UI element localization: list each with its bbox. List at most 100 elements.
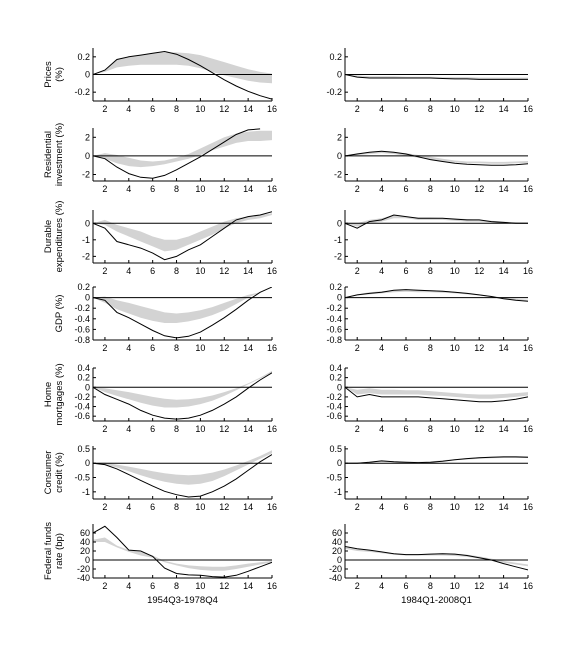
x-tick-label: 14: [499, 581, 509, 591]
x-tick-label: 10: [450, 581, 460, 591]
x-tick-label: 8: [428, 266, 433, 276]
x-tick-label: 6: [403, 581, 408, 591]
y-tick-label: -20: [77, 564, 90, 574]
y-tick-label: 0.5: [77, 444, 90, 454]
confidence-band: [345, 215, 528, 227]
confidence-band: [93, 52, 272, 84]
y-tick-label: 0.5: [329, 444, 342, 454]
x-tick-label: 6: [150, 266, 155, 276]
y-tick-label: 0: [85, 458, 90, 468]
confidence-band: [93, 213, 272, 252]
y-tick-label: 20: [332, 546, 342, 556]
x-tick-label: 6: [403, 184, 408, 194]
y-tick-label: -0.6: [74, 324, 90, 334]
panel-right-3: -0.8-0.6-0.4-0.200.2 2 4 6 8 10 12 14 16: [326, 282, 533, 353]
confidence-band: [93, 130, 272, 168]
y-tick-label: 0.2: [77, 52, 90, 62]
panel-left-4: -0.6-0.4-0.200.20.4 2 4 6 8 10 12 14 16 Homemortg…: [43, 363, 277, 434]
x-tick-label: 14: [243, 581, 253, 591]
x-tick-label: 6: [403, 266, 408, 276]
y-tick-label: 2: [85, 132, 90, 142]
x-tick-label: 10: [450, 104, 460, 114]
x-tick-label: 6: [150, 581, 155, 591]
x-tick-label: 14: [243, 424, 253, 434]
column-label-left: 1954Q3-1978Q4: [147, 595, 218, 606]
x-tick-label: 12: [474, 184, 484, 194]
x-tick-label: 16: [523, 104, 533, 114]
x-tick-label: 8: [428, 424, 433, 434]
confidence-band: [93, 537, 272, 571]
y-tick-label: -0.2: [326, 303, 342, 313]
panel-right-5: -1 -0.5 0 0.5 2 4 6 8 10 12 14 16: [326, 444, 533, 512]
response-line: [345, 546, 528, 571]
y-tick-label: 60: [332, 528, 342, 538]
x-tick-label: 14: [243, 343, 253, 353]
x-tick-label: 12: [474, 343, 484, 353]
y-tick-label: 0: [337, 382, 342, 392]
x-tick-label: 16: [523, 424, 533, 434]
x-tick-label: 2: [355, 184, 360, 194]
y-tick-label: -40: [77, 573, 90, 583]
x-tick-label: 2: [102, 266, 107, 276]
x-tick-label: 8: [428, 104, 433, 114]
y-tick-label: -0.5: [74, 473, 90, 483]
x-tick-label: 14: [499, 104, 509, 114]
x-tick-label: 16: [523, 581, 533, 591]
y-tick-label: 0: [85, 218, 90, 228]
x-tick-label: 4: [126, 502, 131, 512]
response-line: [93, 287, 272, 339]
y-axis-label: Residentialinvestment (%): [43, 123, 65, 186]
y-tick-label: 0: [337, 555, 342, 565]
response-line: [93, 372, 272, 420]
confidence-band: [345, 151, 528, 164]
y-tick-label: 2: [337, 132, 342, 142]
y-tick-label: 20: [80, 546, 90, 556]
x-tick-label: 10: [195, 343, 205, 353]
y-tick-label: 0: [85, 382, 90, 392]
x-tick-label: 4: [126, 343, 131, 353]
y-tick-label: 40: [80, 537, 90, 547]
x-tick-label: 16: [267, 104, 277, 114]
x-tick-label: 12: [219, 581, 229, 591]
x-tick-label: 14: [499, 343, 509, 353]
response-line: [345, 456, 528, 464]
x-tick-label: 14: [243, 266, 253, 276]
y-tick-label: 0.2: [77, 282, 90, 292]
y-tick-label: -0.6: [326, 324, 342, 334]
x-tick-label: 14: [499, 502, 509, 512]
x-tick-label: 16: [267, 502, 277, 512]
y-tick-label: -0.4: [74, 314, 90, 324]
y-tick-label: -1: [82, 235, 90, 245]
y-axis-label: Federal fundsrate (bp): [43, 522, 65, 580]
y-axis-label: Consumercredit (%): [43, 451, 65, 495]
y-tick-label: -0.2: [74, 87, 90, 97]
y-tick-label: -0.5: [326, 473, 342, 483]
response-line: [93, 128, 261, 179]
x-tick-label: 6: [403, 502, 408, 512]
panel-left-3: -0.8-0.6-0.4-0.200.2 2 4 6 8 10 12 14 16 GDP (%): [54, 282, 277, 353]
y-tick-label: -0.2: [326, 87, 342, 97]
x-tick-label: 10: [195, 581, 205, 591]
x-tick-label: 16: [267, 343, 277, 353]
response-line: [345, 74, 528, 80]
x-tick-label: 4: [379, 424, 384, 434]
y-tick-label: 0.2: [329, 373, 342, 383]
x-tick-label: 10: [195, 424, 205, 434]
y-tick-label: 0.4: [329, 363, 342, 373]
x-tick-label: 4: [379, 104, 384, 114]
x-tick-label: 4: [126, 104, 131, 114]
x-tick-label: 6: [150, 184, 155, 194]
panel-left-2: -2 -1 0 2 4 6 8 10 12 14 16 Durableexpenditures (%): [43, 201, 277, 276]
x-tick-label: 12: [219, 502, 229, 512]
y-axis-label: GDP (%): [54, 295, 65, 333]
confidence-band: [345, 289, 528, 301]
x-tick-label: 2: [102, 581, 107, 591]
x-tick-label: 10: [450, 502, 460, 512]
panel-left-5: -1 -0.5 0 0.5 2 4 6 8 10 12 14 16 Consumercredit (%): [43, 444, 277, 512]
y-tick-label: -0.2: [326, 392, 342, 402]
y-tick-label: -1: [334, 235, 342, 245]
y-tick-label: -0.6: [74, 411, 90, 421]
x-tick-label: 2: [355, 424, 360, 434]
x-tick-label: 4: [379, 184, 384, 194]
